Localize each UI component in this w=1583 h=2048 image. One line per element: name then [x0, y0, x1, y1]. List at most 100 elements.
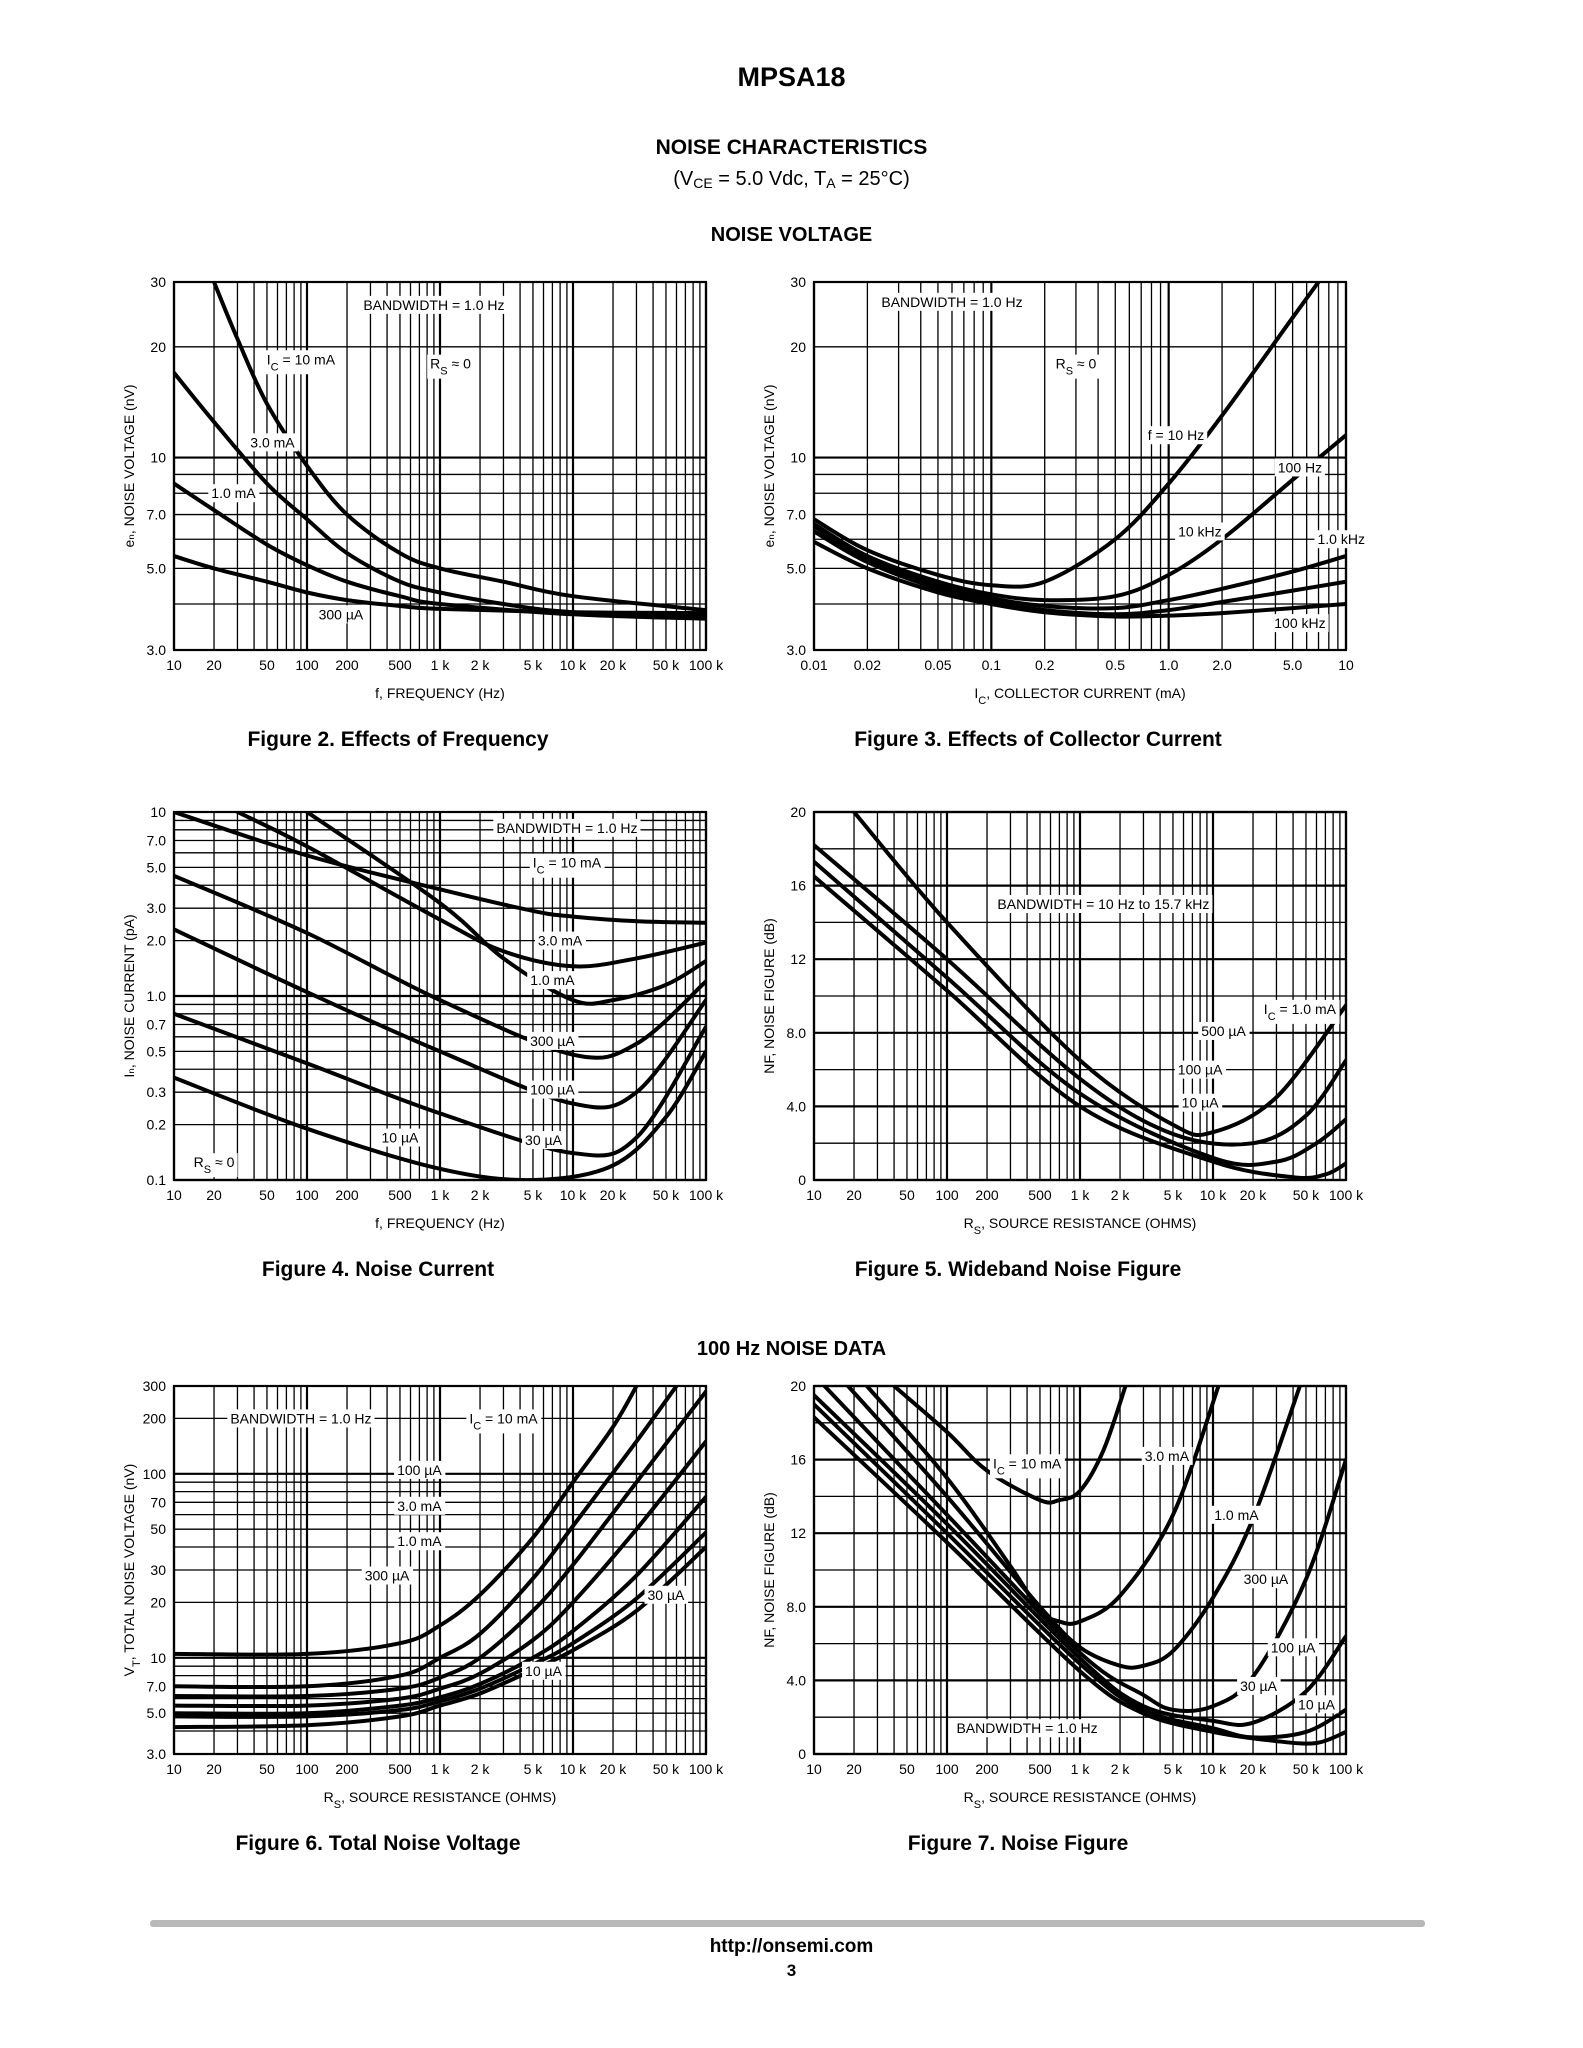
series-line: [174, 1049, 706, 1180]
y-tick-label: 16: [790, 878, 806, 894]
series-line: [174, 1011, 706, 1158]
conditions-sub-a: A: [826, 175, 836, 191]
annotation-label: 1.0 mA: [397, 1533, 442, 1549]
annotation-box: [227, 1409, 375, 1428]
annotations: BANDWIDTH = 1.0 Hz RS ≈ 0 IC = 10 mA 3.0 mA…: [208, 295, 508, 624]
y-tick-label: 300: [143, 1378, 167, 1394]
x-tick-label: 200: [335, 1761, 359, 1777]
x-tick-label: 0.05: [924, 657, 951, 673]
y-tick-label: 20: [150, 339, 166, 355]
series-line: [814, 874, 1346, 1180]
annotation-label: 30 µA: [648, 1587, 686, 1603]
series-line: [852, 812, 1346, 1138]
y-tick-label: 4.0: [787, 1098, 807, 1114]
x-tick-label: 2 k: [1111, 1761, 1131, 1777]
y-tick-label: 8.0: [787, 1025, 807, 1041]
x-tick-label: 50: [899, 1187, 915, 1203]
annotation-box: [994, 895, 1213, 913]
x-tick-label: 200: [335, 657, 359, 673]
annotation-label: 300 µA: [365, 1568, 410, 1584]
figure-caption: Figure 6. Total Noise Voltage: [235, 1832, 521, 1855]
grid: [812, 810, 1348, 1182]
conditions-mid: = 5.0 Vdc, T: [712, 168, 827, 190]
series-line: [174, 812, 706, 925]
annotation-label: 100 µA: [530, 1082, 575, 1098]
x-tick-label: 20 k: [600, 1187, 627, 1203]
y-tick-label: 10: [150, 804, 166, 820]
annotation-box: [989, 1454, 1065, 1479]
tick-labels: 10 20 50 100 200 500 1 k 2 k 5 k 10 k 20 k 50 k 100 …: [143, 1378, 724, 1777]
annotation-label: 30 µA: [1240, 1678, 1278, 1694]
y-tick-label: 5.0: [787, 560, 807, 576]
series-line: [174, 1386, 679, 1690]
series-group: [814, 812, 1346, 1180]
figure-caption: Figure 4. Noise Current: [261, 1258, 495, 1281]
y-tick-label: 0: [798, 1746, 806, 1762]
conditions-suffix: = 25°C): [835, 168, 910, 190]
annotation-label: 3.0 mA: [397, 1498, 442, 1514]
annotation-label: 10 µA: [1182, 1095, 1220, 1111]
x-tick-label: 100: [295, 657, 319, 673]
x-tick-label: 0.5: [1106, 657, 1126, 673]
annotation-label: BANDWIDTH = 1.0 Hz: [881, 294, 1022, 310]
y-axis-label: eₙ, NOISE VOLTAGE (nV): [121, 385, 137, 548]
x-tick-label: 50 k: [653, 657, 680, 673]
y-tick-label: 7.0: [147, 1678, 167, 1694]
annotation-label: BANDWIDTH = 1.0 Hz: [363, 297, 504, 313]
series-line: [814, 433, 1346, 603]
annotation-box: [361, 1566, 414, 1585]
annotation-box: [466, 1409, 542, 1434]
section-title: NOISE CHARACTERISTICS: [655, 136, 928, 159]
annotation-label: 10 kHz: [1178, 523, 1222, 539]
annotation-box: [953, 1719, 1101, 1738]
figure-caption: Figure 2. Effects of Frequency: [247, 728, 549, 751]
annotation-box: [1240, 1570, 1292, 1589]
annotation-box: [247, 433, 299, 452]
series-line: [212, 282, 706, 613]
annotation-label: 3.0 mA: [1145, 1448, 1190, 1464]
y-axis-label: VT, TOTAL NOISE VOLTAGE (nV): [121, 1464, 143, 1677]
annotation-box: [208, 484, 260, 503]
x-tick-label: 1 k: [431, 1761, 451, 1777]
x-tick-label: 2 k: [471, 1187, 491, 1203]
series-line: [174, 1389, 706, 1699]
x-tick-label: 10: [166, 1761, 182, 1777]
annotation-label: RS ≈ 0: [430, 356, 471, 378]
x-tick-label: 20 k: [600, 1761, 627, 1777]
series-line: [814, 524, 1346, 611]
x-tick-label: 50 k: [1293, 1761, 1320, 1777]
annotation-box: [1144, 426, 1208, 445]
x-tick-label: 200: [335, 1187, 359, 1203]
x-tick-label: 50 k: [653, 1187, 680, 1203]
annotation-label: 300 µA: [1244, 1571, 1289, 1587]
x-tick-label: 500: [388, 657, 412, 673]
annotation-label: 500 µA: [1201, 1023, 1246, 1039]
x-tick-label: 50 k: [653, 1761, 680, 1777]
series-line: [814, 539, 1346, 619]
x-tick-label: 100 k: [1329, 1187, 1364, 1203]
noise-data-heading: 100 Hz NOISE DATA: [696, 1338, 887, 1360]
y-tick-label: 3.0: [147, 642, 167, 658]
x-axis-label: RS, SOURCE RESISTANCE (OHMS): [964, 1215, 1197, 1237]
annotation-label: IC = 1.0 mA: [1264, 1001, 1337, 1023]
annotation-label: IC = 10 mA: [267, 351, 336, 373]
annotation-label: BANDWIDTH = 10 Hz to 15.7 kHz: [997, 896, 1209, 912]
y-tick-label: 7.0: [147, 507, 167, 523]
annotation-label: 3.0 mA: [538, 933, 583, 949]
x-axis-label: RS, SOURCE RESISTANCE (OHMS): [964, 1789, 1197, 1811]
plot-frame: [172, 280, 708, 652]
annotation-box: [190, 1153, 238, 1178]
annotation-label: 10 µA: [1298, 1696, 1336, 1712]
x-tick-label: 100 k: [1329, 1761, 1364, 1777]
annotation-label: IC = 10 mA: [533, 855, 602, 877]
annotation-label: RS ≈ 0: [1056, 356, 1097, 378]
x-tick-label: 500: [388, 1761, 412, 1777]
annotation-box: [527, 1031, 579, 1050]
x-tick-label: 10: [166, 657, 182, 673]
series-line: [846, 1386, 1302, 1670]
x-tick-label: 20: [846, 1761, 862, 1777]
document-title: MPSA18: [737, 62, 846, 92]
chart-fig3-effects-of-collector-current: BANDWIDTH = 1.0 Hz RS ≈ 0 f = 10 Hz 100 Hz 1…: [761, 274, 1368, 707]
y-tick-label: 0.3: [147, 1084, 167, 1100]
x-tick-label: 10: [166, 1187, 182, 1203]
